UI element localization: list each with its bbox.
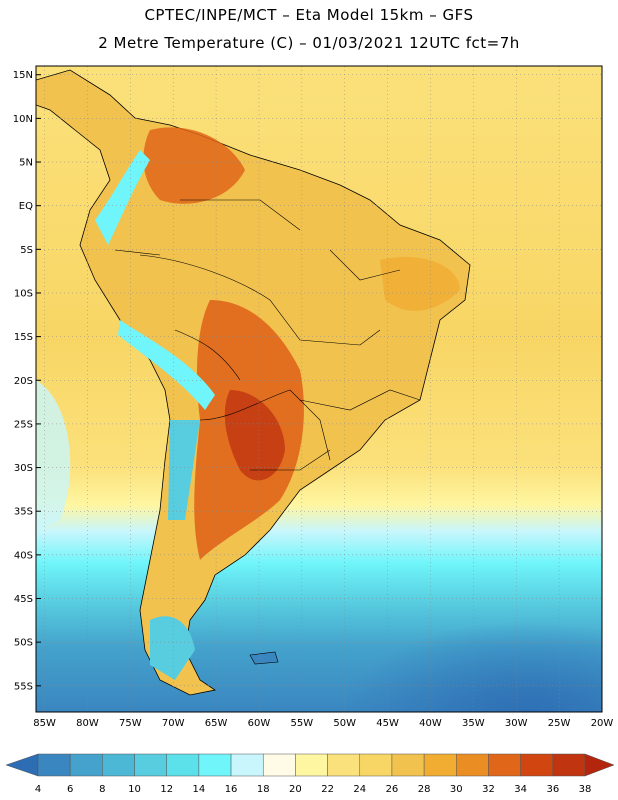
- lat-label: 10N: [13, 114, 33, 125]
- colorbar-swatches: [5, 753, 615, 777]
- northeast-warm-region: [380, 256, 460, 311]
- pacific-cool-band: [36, 380, 71, 530]
- lon-label: 45W: [376, 718, 399, 729]
- andes-south-cold: [168, 420, 200, 520]
- colorbar-swatch: [552, 753, 586, 777]
- lon-label: 40W: [419, 718, 442, 729]
- colorbar-tick-label: 34: [514, 784, 527, 795]
- map-title-line-1: CPTEC/INPE/MCT – Eta Model 15km – GFS: [144, 6, 474, 24]
- falkland-islands: [249, 651, 279, 665]
- colorbar-swatch: [295, 753, 328, 777]
- colorbar-swatch: [134, 753, 167, 777]
- colorbar-tick-label: 10: [128, 784, 141, 795]
- colorbar-tick-label: 12: [160, 784, 173, 795]
- colorbar-tick-label: 8: [99, 784, 105, 795]
- lat-label: 5S: [20, 245, 33, 256]
- colorbar-left-arrow: [5, 753, 39, 777]
- lon-label: 35W: [462, 718, 485, 729]
- lat-label: 10S: [14, 288, 33, 299]
- colorbar-tick-label: 32: [482, 784, 495, 795]
- longitude-labels: 85W 80W 75W 70W 65W 60W 55W 50W 45W 40W 35W 30W 25W 2…: [33, 718, 613, 729]
- lat-label: 20S: [14, 376, 33, 387]
- lat-label: 30S: [14, 463, 33, 474]
- map-title-line-2: 2 Metre Temperature (C) – 01/03/2021 12U…: [98, 34, 520, 52]
- colorbar-swatch: [262, 753, 296, 777]
- lat-label: 45S: [14, 594, 33, 605]
- colorbar-swatch: [198, 753, 232, 777]
- lon-label: 60W: [248, 718, 271, 729]
- lat-label: 35S: [14, 507, 33, 518]
- lat-label: EQ: [19, 201, 33, 212]
- latitude-labels: 15N 10N 5N EQ 5S 10S 15S 20S 25S 30S 35S 40S 45S 50S 5…: [13, 70, 41, 692]
- lat-label: 55S: [14, 681, 33, 692]
- colorbar-tick-label: 14: [193, 784, 206, 795]
- colorbar-tick-label: 26: [386, 784, 399, 795]
- lat-label: 5N: [19, 158, 33, 169]
- colorbar-tick-label: 28: [418, 784, 431, 795]
- colorbar-swatch: [69, 753, 103, 777]
- country-borders: [114, 199, 421, 471]
- patagonia-cold: [150, 616, 195, 680]
- colorbar-tick-label: 4: [35, 784, 41, 795]
- colorbar-right-arrow: [584, 753, 615, 777]
- colorbar-tick-label: 36: [546, 784, 559, 795]
- colorbar-swatch: [391, 753, 425, 777]
- colorbar-swatch: [166, 753, 200, 777]
- lon-label: 75W: [119, 718, 142, 729]
- lon-label: 80W: [76, 718, 99, 729]
- northern-hot-region: [143, 127, 245, 204]
- colorbar-tick-label: 6: [67, 784, 73, 795]
- colorbar-swatch: [102, 753, 135, 777]
- colorbar-tick-label: 18: [257, 784, 270, 795]
- colorbar-swatch: [230, 753, 264, 777]
- lat-label: 15S: [14, 332, 33, 343]
- colorbar-tick-label: 30: [450, 784, 463, 795]
- colorbar-tick-label: 38: [579, 784, 592, 795]
- colorbar-swatch: [359, 753, 393, 777]
- colorbar: 4 6 8 10 12 14 16 18 20 22 24 26 28 30 32 34 36 38: [5, 753, 615, 795]
- lon-label: 20W: [591, 718, 614, 729]
- lon-label: 85W: [33, 718, 56, 729]
- lat-label: 15N: [13, 70, 33, 81]
- colorbar-swatch: [37, 753, 71, 777]
- colorbar-swatch: [456, 753, 489, 777]
- lon-label: 70W: [162, 718, 185, 729]
- colorbar-tick-label: 16: [225, 784, 238, 795]
- colorbar-swatch: [488, 753, 521, 777]
- lat-label: 25S: [14, 419, 33, 430]
- colorbar-swatch: [423, 753, 457, 777]
- cold-ocean-region: [300, 560, 602, 712]
- lon-label: 65W: [205, 718, 228, 729]
- lat-label: 50S: [14, 638, 33, 649]
- lat-label: 40S: [14, 550, 33, 561]
- colorbar-swatch: [520, 753, 554, 777]
- colorbar-tick-labels: 4 6 8 10 12 14 16 18 20 22 24 26 28 30 32 34 36 38: [35, 784, 592, 795]
- lon-label: 55W: [291, 718, 314, 729]
- andes-north-cold: [95, 150, 150, 245]
- colorbar-tick-label: 22: [321, 784, 334, 795]
- colorbar-swatch: [327, 753, 361, 777]
- lon-label: 25W: [548, 718, 571, 729]
- hottest-core: [224, 390, 285, 481]
- map-frame: [35, 65, 603, 713]
- temperature-map: 15N 10N 5N EQ 5S 10S 15S 20S 25S 30S 35S 40S 45S 50S 5…: [13, 65, 613, 729]
- colorbar-tick-label: 24: [353, 784, 366, 795]
- lon-label: 50W: [333, 718, 356, 729]
- lon-label: 30W: [505, 718, 528, 729]
- colorbar-tick-label: 20: [289, 784, 302, 795]
- andes-central-cold: [118, 320, 215, 410]
